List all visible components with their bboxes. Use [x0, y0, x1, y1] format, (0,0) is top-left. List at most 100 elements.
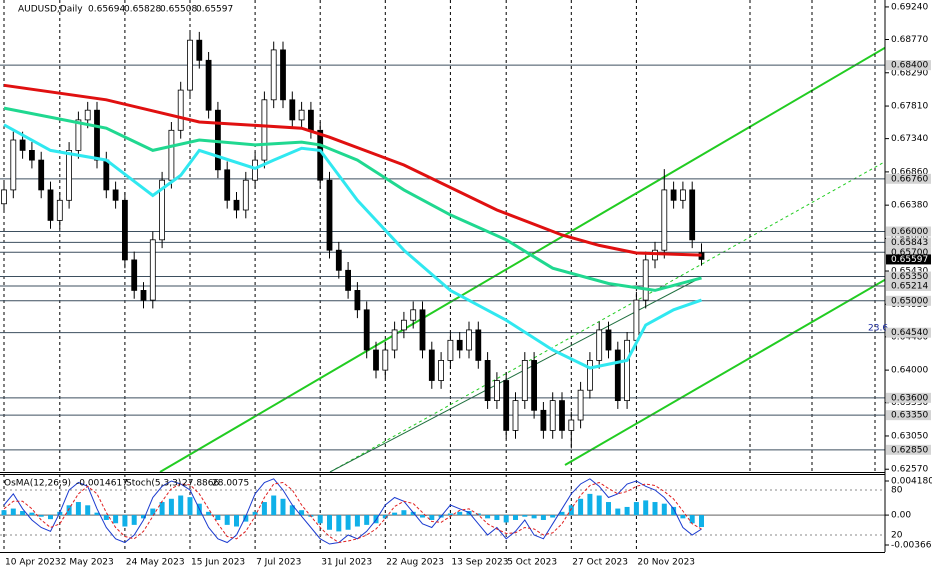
osma-bar — [661, 503, 667, 516]
moving-average — [3, 83, 702, 257]
candle-body — [466, 329, 472, 351]
candle-body — [149, 239, 156, 301]
y-tick-label: 0.63530 — [891, 398, 928, 408]
osma-bar — [392, 512, 398, 516]
y-tick-label: 0.67340 — [891, 134, 928, 144]
candle-body — [177, 89, 184, 131]
x-tick-label: 5 Oct 2023 — [507, 558, 557, 568]
y-tick-label: 0.0041803 — [891, 477, 932, 487]
osma-bar — [447, 513, 453, 516]
level-label-box — [886, 226, 931, 237]
candle-body — [624, 339, 630, 402]
osma-bar — [38, 515, 44, 517]
candle-body — [493, 380, 500, 402]
candle-body — [456, 339, 463, 351]
level-label-box — [886, 280, 931, 291]
candle-body — [75, 119, 82, 151]
candle-body — [447, 339, 454, 361]
osma-bar — [485, 515, 491, 519]
candle-body — [84, 109, 91, 121]
level-label-box — [886, 392, 931, 403]
osma-bar — [503, 515, 509, 523]
candle-body — [289, 99, 296, 121]
candle-body — [363, 309, 370, 351]
candle-body — [224, 169, 231, 201]
osma-bar — [680, 515, 686, 519]
candle-body — [577, 389, 584, 421]
osma-bar — [364, 515, 370, 525]
level-label: 0.65350 — [891, 272, 928, 282]
fib-label: 23.6 — [868, 324, 888, 334]
x-tick-label: 27 Oct 2023 — [572, 558, 628, 568]
osma-bar — [94, 512, 100, 516]
candle-body — [382, 349, 389, 371]
y-tick-label: 0.00 — [891, 511, 911, 521]
candle-body — [680, 189, 686, 201]
osma-bar — [168, 498, 174, 516]
osma-bar — [29, 512, 35, 516]
osma-bar — [150, 508, 156, 516]
candle-body — [233, 199, 240, 211]
candle-body — [1, 189, 7, 205]
candle-body — [159, 179, 166, 241]
candle-body — [568, 419, 575, 431]
osma-bar — [513, 515, 518, 520]
y-tick-label: 0.65430 — [891, 267, 928, 277]
candle-body — [335, 249, 342, 271]
level-label: 0.66760 — [891, 174, 928, 184]
y-tick-label: 0.66860 — [891, 167, 928, 177]
candle-body — [47, 189, 54, 221]
osma-bar — [10, 508, 16, 516]
x-tick-label: 22 Aug 2023 — [386, 558, 444, 568]
candle-body — [605, 329, 612, 351]
x-tick-label: 15 Jun 2023 — [191, 558, 245, 568]
level-label-box — [886, 327, 931, 338]
y-tick-label: 0.68770 — [891, 35, 928, 45]
candle-body — [540, 409, 547, 431]
osma-bar — [178, 495, 184, 516]
osma-bar — [252, 511, 258, 516]
candle-body — [531, 360, 537, 411]
osma-bar — [66, 505, 72, 516]
x-tick-label: 31 Jul 2023 — [321, 558, 372, 568]
y-tick-label: 0.66380 — [891, 201, 928, 211]
level-label: 0.65000 — [891, 296, 928, 306]
osma-bar — [327, 515, 332, 530]
osma-bar — [271, 495, 277, 516]
candle-body — [391, 329, 398, 351]
level-label-box — [886, 295, 931, 306]
ohlc-high: 0.65828 — [124, 5, 161, 15]
candle-body — [140, 290, 147, 301]
candle-body — [168, 129, 175, 181]
candle-body — [298, 109, 305, 121]
y-tick-label: 0.68290 — [891, 68, 928, 78]
y-tick-label: 0.69240 — [891, 2, 928, 12]
channel-lower — [564, 278, 885, 466]
osma-bar — [20, 511, 26, 516]
candle-body — [307, 109, 314, 131]
osma-bar — [345, 515, 351, 530]
candle-body — [112, 189, 119, 201]
moving-average — [3, 123, 702, 370]
candle-body — [419, 309, 426, 351]
y-tick-label: 80 — [891, 486, 903, 496]
level-label: 0.64540 — [891, 328, 928, 338]
osma-bar — [633, 502, 639, 516]
candle-body — [326, 179, 333, 251]
osma-bar — [103, 515, 109, 520]
osma-bar — [410, 511, 416, 516]
candle-body — [503, 380, 510, 431]
x-tick-label: 7 Jul 2023 — [256, 558, 301, 568]
y-tick-label: 20 — [891, 531, 903, 541]
osma-bar — [559, 511, 565, 516]
osma-bar — [85, 505, 91, 516]
ohlc-open: 0.65694 — [88, 5, 125, 15]
stoch-main-value: 27.8866 — [182, 479, 219, 489]
osma-bar — [457, 511, 463, 516]
candle-body — [10, 139, 17, 191]
candle-body — [670, 189, 677, 201]
osma-bar — [234, 515, 239, 527]
channel-upper — [159, 46, 885, 472]
stoch-title: Stoch(5,3,3) — [126, 479, 181, 489]
